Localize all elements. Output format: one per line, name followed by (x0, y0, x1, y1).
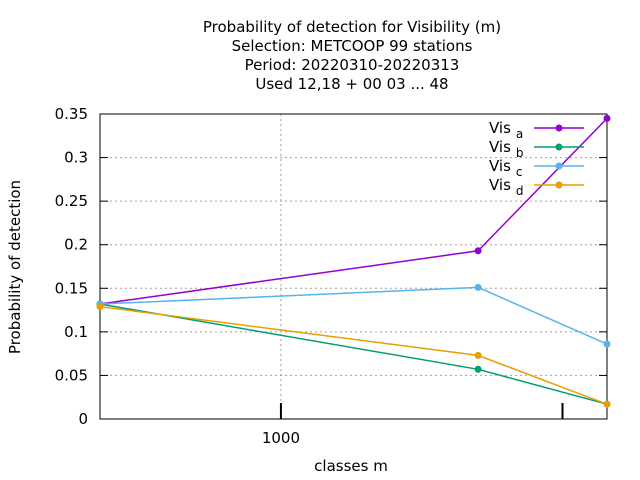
chart-title: Probability of detection for Visibility … (203, 18, 501, 93)
legend-label: Vis c (489, 157, 523, 179)
y-tick-label: 0.2 (64, 236, 88, 254)
y-tick-label: 0.35 (55, 105, 88, 123)
y-axis-label: Probability of detection (6, 180, 24, 354)
y-axis-ticks: 0 0.05 0.1 0.15 0.2 0.25 0.3 0.35 (55, 105, 607, 428)
legend-label-subscript: a (516, 127, 523, 141)
data-point (96, 303, 104, 311)
legend-label-subscript: d (516, 184, 524, 198)
y-tick-label: 0.05 (55, 366, 88, 384)
x-axis-label: classes m (314, 457, 388, 475)
legend-label: Vis d (489, 176, 524, 198)
legend-label: Vis a (489, 119, 523, 141)
y-tick-label: 0.25 (55, 192, 88, 210)
legend-label-subscript: c (516, 165, 523, 179)
title-line-3: Period: 20220310-20220313 (245, 56, 460, 74)
series-line (99, 117, 608, 305)
data-point (474, 247, 482, 255)
data-point (474, 283, 482, 291)
legend-label-main: Vis (489, 157, 511, 175)
series-line (99, 303, 608, 405)
legend-label: Vis b (489, 138, 524, 160)
series-line (99, 305, 608, 405)
y-tick-label: 0.15 (55, 279, 88, 297)
data-point (474, 365, 482, 373)
y-tick-label: 0.1 (64, 323, 88, 341)
grid (100, 114, 607, 419)
legend-label-main: Vis (489, 119, 511, 137)
plot-frame (99, 113, 608, 420)
series (96, 114, 611, 408)
legend-marker (555, 181, 563, 189)
data-point (474, 351, 482, 359)
legend-marker (555, 162, 563, 170)
legend-label-main: Vis (489, 176, 511, 194)
y-tick-label: 0.3 (64, 149, 88, 167)
x-axis-ticks: 1000 (262, 403, 564, 447)
legend-label-subscript: b (516, 146, 524, 160)
legend-marker (555, 143, 563, 151)
data-point (603, 400, 611, 408)
title-line-4: Used 12,18 + 00 03 ... 48 (255, 75, 448, 93)
legend-label-main: Vis (489, 138, 511, 156)
title-line-1: Probability of detection for Visibility … (203, 18, 501, 36)
legend-marker (555, 124, 563, 132)
data-point (603, 340, 611, 348)
y-tick-label: 0 (78, 410, 88, 428)
x-tick-label: 1000 (262, 429, 300, 447)
title-line-2: Selection: METCOOP 99 stations (232, 37, 473, 55)
data-point (603, 114, 611, 122)
